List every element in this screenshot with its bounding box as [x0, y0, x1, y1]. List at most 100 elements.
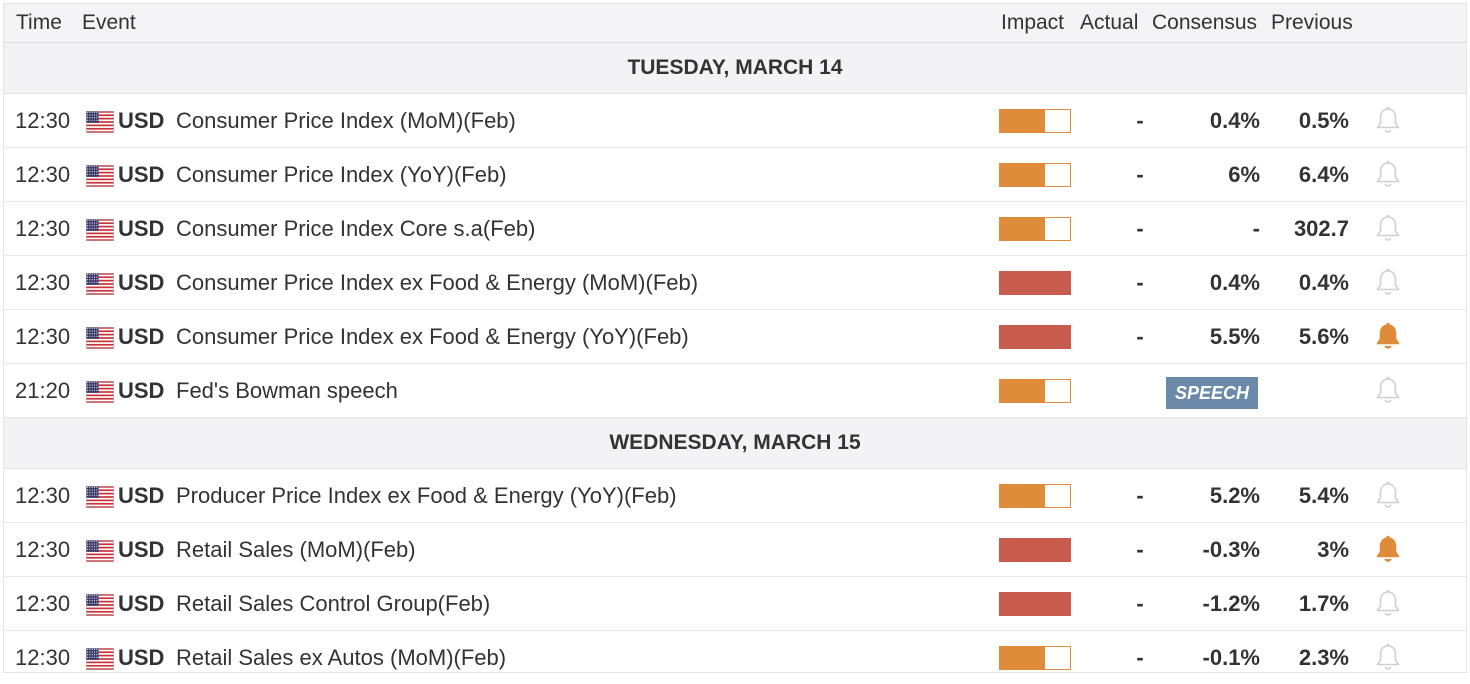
event-row[interactable]: 12:30 USD Consumer Price Index ex Food & E…	[4, 310, 1466, 364]
calendar-body: TUESDAY, MARCH 14 12:30 USD Consumer Price …	[4, 43, 1466, 684]
event-previous: 6.4%	[1298, 162, 1349, 187]
event-currency: USD	[118, 324, 165, 349]
us-flag-icon	[86, 648, 114, 670]
event-name[interactable]: Consumer Price Index Core s.a(Feb)	[176, 216, 536, 241]
event-currency: USD	[118, 645, 165, 670]
event-name[interactable]: Fed's Bowman speech	[176, 378, 398, 403]
event-currency: USD	[118, 378, 165, 403]
bell-icon[interactable]	[1374, 376, 1402, 406]
us-flag-icon	[86, 486, 114, 508]
event-consensus: -1.2%	[1202, 591, 1260, 616]
us-flag-icon	[86, 381, 114, 403]
event-previous: 5.6%	[1298, 324, 1349, 349]
event-currency: USD	[118, 162, 165, 187]
event-name[interactable]: Consumer Price Index (MoM)(Feb)	[176, 108, 516, 133]
us-flag-icon	[86, 594, 114, 616]
impact-high-indicator	[999, 271, 1071, 295]
event-row[interactable]: 12:30 USD Consumer Price Index (MoM)(Feb) -…	[4, 94, 1466, 148]
event-previous: 302.7	[1293, 216, 1349, 241]
event-currency: USD	[118, 591, 165, 616]
header-event[interactable]: Event	[82, 11, 136, 34]
impact-medium-indicator	[999, 646, 1071, 670]
economic-calendar: Time Event Impact Actual Consensus Previ…	[3, 3, 1467, 673]
event-previous: 2.3%	[1298, 645, 1349, 670]
event-actual: -	[1136, 162, 1144, 187]
us-flag-icon	[86, 273, 114, 295]
bell-icon[interactable]	[1374, 589, 1402, 619]
event-time: 12:30	[15, 645, 71, 670]
event-currency: USD	[118, 108, 165, 133]
event-actual: -	[1136, 483, 1144, 508]
event-previous: 0.5%	[1298, 108, 1349, 133]
event-name[interactable]: Retail Sales ex Autos (MoM)(Feb)	[176, 645, 507, 670]
event-row[interactable]: 12:30 USD Retail Sales (MoM)(Feb) - -0.3% 3%	[4, 523, 1466, 577]
impact-medium-indicator	[999, 379, 1071, 403]
event-name[interactable]: Retail Sales (MoM)(Feb)	[176, 537, 416, 562]
event-actual: -	[1136, 324, 1144, 349]
event-time: 12:30	[15, 162, 71, 187]
table-header: Time Event Impact Actual Consensus Previ…	[4, 4, 1466, 43]
event-name[interactable]: Consumer Price Index ex Food & Energy (M…	[176, 270, 699, 295]
us-flag-icon	[86, 327, 114, 349]
event-currency: USD	[118, 483, 165, 508]
event-row[interactable]: 12:30 USD Retail Sales ex Autos (MoM)(Feb)…	[4, 631, 1466, 684]
bell-icon[interactable]	[1374, 106, 1402, 136]
header-consensus[interactable]: Consensus	[1152, 11, 1258, 34]
impact-high-indicator	[999, 325, 1071, 349]
bell-icon[interactable]	[1374, 481, 1402, 511]
event-time: 12:30	[15, 324, 71, 349]
event-consensus: -	[1252, 216, 1260, 241]
event-time: 21:20	[15, 378, 71, 403]
event-actual: -	[1136, 537, 1144, 562]
impact-medium-indicator	[999, 217, 1071, 241]
event-consensus: 0.4%	[1209, 270, 1260, 295]
event-currency: USD	[118, 537, 165, 562]
event-time: 12:30	[15, 108, 71, 133]
header-actual[interactable]: Actual	[1080, 11, 1139, 34]
event-consensus: 5.2%	[1209, 483, 1260, 508]
event-actual: -	[1136, 591, 1144, 616]
event-row[interactable]: 21:20 USD Fed's Bowman speech SPEECH	[4, 364, 1466, 418]
impact-medium-indicator	[999, 484, 1071, 508]
event-consensus: 6%	[1228, 162, 1260, 187]
event-time: 12:30	[15, 591, 71, 616]
event-time: 12:30	[15, 537, 71, 562]
us-flag-icon	[86, 111, 114, 133]
bell-active-icon[interactable]	[1374, 322, 1402, 352]
us-flag-icon	[86, 540, 114, 562]
day-header: TUESDAY, MARCH 14	[4, 43, 1466, 94]
event-name[interactable]: Producer Price Index ex Food & Energy (Y…	[176, 483, 677, 508]
event-consensus: -0.3%	[1202, 537, 1260, 562]
impact-high-indicator	[999, 538, 1071, 562]
bell-icon[interactable]	[1374, 214, 1402, 244]
header-time[interactable]: Time	[16, 11, 62, 34]
event-actual: -	[1136, 108, 1144, 133]
event-row[interactable]: 12:30 USD Producer Price Index ex Food & E…	[4, 469, 1466, 523]
event-previous: 3%	[1317, 537, 1349, 562]
event-name[interactable]: Consumer Price Index ex Food & Energy (Y…	[176, 324, 689, 349]
bell-icon[interactable]	[1374, 643, 1402, 673]
event-row[interactable]: 12:30 USD Consumer Price Index Core s.a(Fe…	[4, 202, 1466, 256]
bell-icon[interactable]	[1374, 160, 1402, 190]
event-row[interactable]: 12:30 USD Retail Sales Control Group(Feb) -…	[4, 577, 1466, 631]
event-actual: -	[1136, 270, 1144, 295]
event-consensus: -0.1%	[1202, 645, 1260, 670]
speech-badge: SPEECH	[1166, 377, 1258, 409]
event-currency: USD	[118, 216, 165, 241]
event-previous: 1.7%	[1298, 591, 1349, 616]
header-impact[interactable]: Impact	[1001, 11, 1065, 34]
event-row[interactable]: 12:30 USD Consumer Price Index (YoY)(Feb) -…	[4, 148, 1466, 202]
bell-active-icon[interactable]	[1374, 535, 1402, 565]
event-actual: -	[1136, 645, 1144, 670]
impact-high-indicator	[999, 592, 1071, 616]
event-time: 12:30	[15, 483, 71, 508]
header-previous[interactable]: Previous	[1271, 11, 1353, 34]
event-name[interactable]: Retail Sales Control Group(Feb)	[176, 591, 491, 616]
event-name[interactable]: Consumer Price Index (YoY)(Feb)	[176, 162, 507, 187]
event-row[interactable]: 12:30 USD Consumer Price Index ex Food & E…	[4, 256, 1466, 310]
us-flag-icon	[86, 219, 114, 241]
event-time: 12:30	[15, 216, 71, 241]
bell-icon[interactable]	[1374, 268, 1402, 298]
event-previous: 0.4%	[1298, 270, 1349, 295]
us-flag-icon	[86, 165, 114, 187]
